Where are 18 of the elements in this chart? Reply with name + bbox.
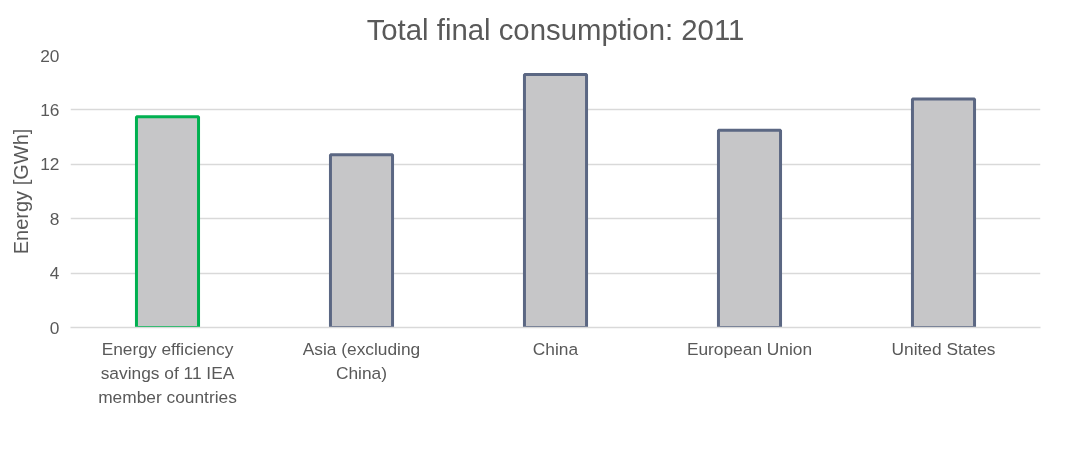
bar <box>716 128 783 328</box>
x-tick-label: China <box>532 338 579 359</box>
y-tick-label: 0 <box>49 317 60 338</box>
bar <box>522 73 589 328</box>
y-tick-label: 16 <box>40 99 60 120</box>
x-tick-label: European Union <box>686 338 813 359</box>
bar <box>134 115 201 328</box>
bar <box>328 153 395 328</box>
y-tick-label: 4 <box>49 263 60 284</box>
y-axis-title: Energy [GWh] <box>10 128 33 255</box>
y-tick-label: 20 <box>40 45 60 66</box>
x-tick-label: United States <box>891 338 996 359</box>
x-tick-label: Energy efficiency savings of 11 IEA member countries <box>98 338 238 407</box>
bar <box>910 97 977 328</box>
y-tick-label: 8 <box>49 208 60 229</box>
chart-title: Total final consumption: 2011 <box>366 12 745 46</box>
y-tick-label: 12 <box>40 154 60 175</box>
x-tick-label: Asia (excluding China) <box>302 338 421 383</box>
